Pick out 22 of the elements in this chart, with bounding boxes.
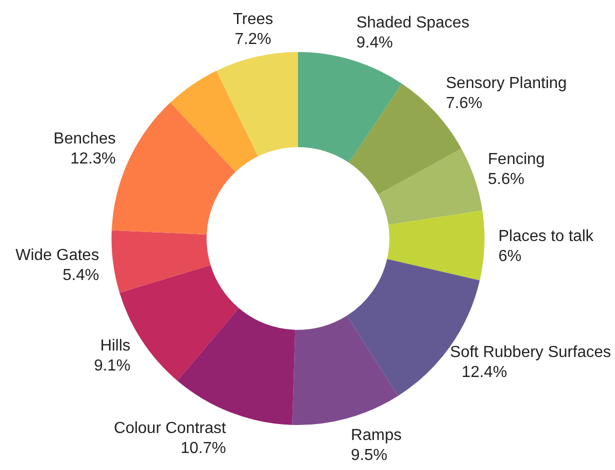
data-label: 9.5% bbox=[350, 446, 388, 464]
data-label: 12.4% bbox=[462, 364, 508, 381]
data-label: 7.6% bbox=[446, 95, 482, 112]
slice-label: Fencing bbox=[488, 151, 545, 168]
data-label: 10.7% bbox=[180, 440, 226, 458]
slice-label: Soft Rubbery Surfaces bbox=[450, 344, 611, 361]
data-label: 7.2% bbox=[234, 30, 272, 48]
data-label: 9.1% bbox=[94, 358, 130, 375]
data-label: 12.3% bbox=[70, 150, 116, 168]
slice-label: Sensory Planting bbox=[446, 75, 567, 92]
slice-label: Ramps bbox=[350, 426, 402, 444]
slice-label: Shaded Spaces bbox=[356, 14, 470, 32]
data-label: 5.4% bbox=[62, 266, 100, 284]
data-label: 5.6% bbox=[488, 171, 524, 188]
data-label: 6% bbox=[498, 248, 522, 265]
slice-label: Places to talk bbox=[498, 228, 595, 245]
slice-label: Hills bbox=[100, 338, 130, 355]
data-label: 9.4% bbox=[356, 34, 393, 52]
slice-label: Trees bbox=[232, 10, 274, 28]
slice-label: Benches bbox=[54, 130, 116, 148]
slice-label: Colour Contrast bbox=[114, 420, 227, 438]
slice-label: Wide Gates bbox=[15, 246, 100, 264]
